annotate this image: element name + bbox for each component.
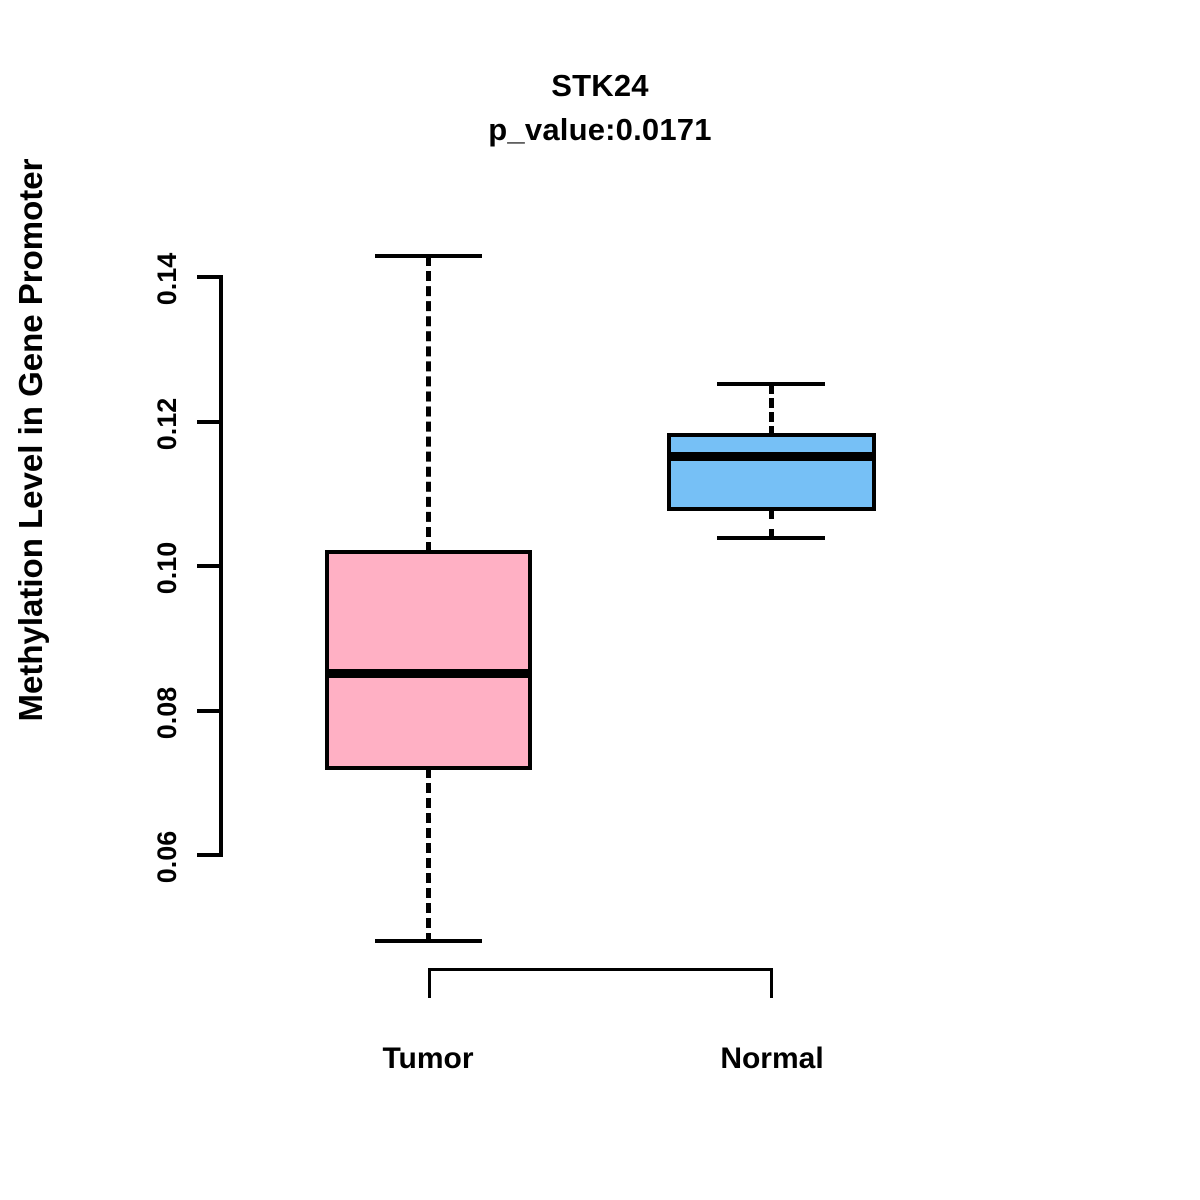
- y-tick-label-0.14: 0.14: [152, 252, 182, 306]
- normal-whisker-cap-lower: [717, 536, 825, 540]
- y-tick-label-0.10: 0.10: [152, 541, 182, 595]
- y-tick-label-0.08: 0.08: [152, 686, 182, 740]
- y-tick-mark-0.10: [197, 564, 223, 568]
- normal-whisker-lower: [769, 509, 774, 539]
- tumor-median-line: [325, 669, 532, 678]
- y-tick-mark-0.14: [197, 275, 223, 279]
- y-tick-label-0.12: 0.12: [152, 397, 182, 451]
- normal-whisker-cap-upper: [717, 382, 825, 386]
- normal-whisker-upper: [769, 384, 774, 436]
- tumor-whisker-upper: [426, 256, 431, 552]
- tumor-box: [325, 550, 532, 770]
- normal-median-line: [667, 452, 876, 461]
- chart-title-gene: STK24: [551, 68, 649, 103]
- x-axis-label-tumor: Tumor: [382, 1042, 474, 1075]
- y-axis-label: Methylation Level in Gene Promoter: [12, 158, 49, 722]
- x-axis-tick-normal: [770, 968, 773, 998]
- x-axis-tick-tumor: [428, 968, 431, 998]
- y-tick-mark-0.12: [197, 420, 223, 424]
- y-tick-label-0.06: 0.06: [152, 830, 182, 884]
- normal-box: [667, 433, 876, 511]
- x-axis-label-normal: Normal: [720, 1042, 824, 1075]
- y-tick-mark-0.06: [197, 853, 223, 857]
- tumor-whisker-cap-lower: [375, 939, 482, 943]
- x-axis-line: [428, 968, 773, 971]
- chart-title-pvalue: p_value:0.0171: [488, 112, 712, 148]
- tumor-whisker-cap-upper: [375, 254, 482, 258]
- chart-title: STK24 p_value:0.0171: [0, 64, 1200, 152]
- y-tick-mark-0.08: [197, 709, 223, 713]
- tumor-whisker-lower: [426, 768, 431, 943]
